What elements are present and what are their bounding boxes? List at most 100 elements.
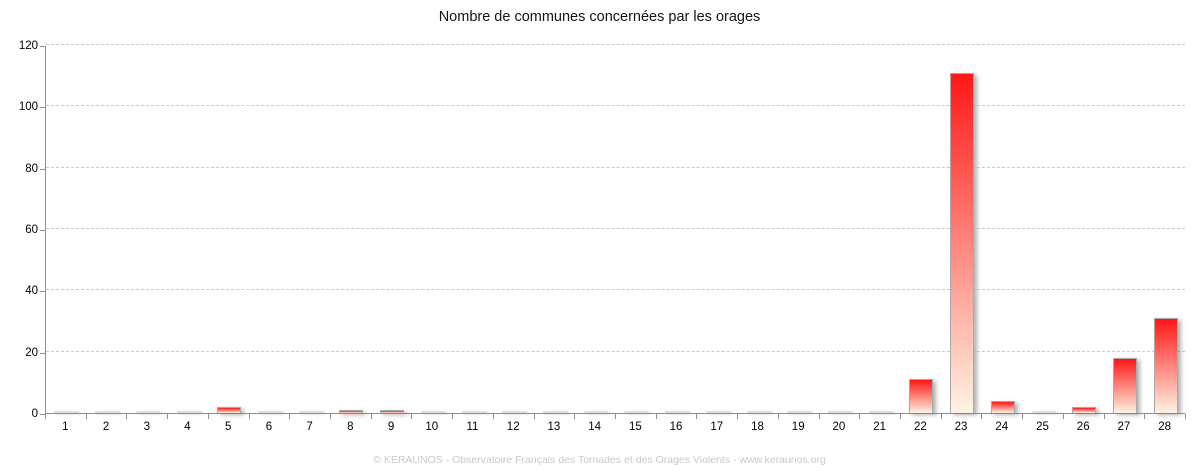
bar-day-11 [461, 411, 486, 413]
x-axis-tick [818, 414, 820, 419]
gridline-y-60 [46, 228, 1185, 229]
x-axis-label: 21 [873, 421, 887, 433]
gridline-y-20 [46, 350, 1185, 352]
x-axis-tick [1103, 414, 1105, 419]
bar-day-20 [827, 411, 852, 413]
x-axis-tick [1144, 414, 1146, 419]
x-axis-tick [289, 414, 291, 419]
y-axis-label: 0 [31, 408, 38, 420]
bar-day-14 [583, 411, 608, 413]
bar-day-25 [1031, 411, 1056, 413]
plot-area [45, 44, 1185, 414]
bar-day-4 [176, 411, 201, 413]
x-axis-tick [1185, 414, 1186, 419]
bar-day-5 [217, 406, 242, 413]
bar-day-27 [1112, 357, 1137, 413]
bar-day-2 [95, 411, 120, 413]
x-axis-tick [900, 414, 901, 419]
x-axis-label: 5 [224, 421, 232, 433]
x-axis-tick [696, 414, 698, 419]
y-axis-tick [40, 414, 45, 415]
y-axis-tick [40, 168, 45, 170]
bar-day-17 [705, 411, 730, 413]
x-axis-tick [1022, 414, 1024, 419]
x-axis-label: 27 [1117, 421, 1131, 433]
x-axis-tick [85, 414, 87, 419]
x-axis-label: 15 [628, 421, 642, 433]
x-axis-label: 11 [466, 421, 479, 433]
x-axis-tick [533, 414, 535, 419]
x-axis-label: 13 [547, 421, 561, 433]
x-axis-tick [411, 414, 413, 419]
x-axis-label: 23 [954, 421, 968, 433]
x-axis-label: 26 [1076, 421, 1090, 433]
y-axis-label: 120 [18, 40, 38, 52]
x-axis-tick [777, 414, 779, 419]
bar-day-1 [54, 411, 79, 413]
bar-day-19 [787, 411, 812, 413]
x-axis-label: 10 [425, 421, 439, 433]
x-axis-label: 25 [1036, 421, 1049, 433]
x-axis-label: 6 [265, 421, 273, 433]
x-axis-label: 4 [184, 421, 191, 433]
x-axis-label: 9 [387, 421, 395, 433]
bar-day-7 [298, 411, 323, 413]
bar-day-23 [950, 72, 975, 413]
bar-day-15 [624, 411, 649, 413]
x-axis-label: 14 [588, 421, 602, 433]
x-axis-label: 16 [669, 421, 683, 433]
x-axis-tick [207, 414, 209, 419]
bar-day-6 [257, 411, 282, 413]
y-axis-tick [40, 352, 45, 354]
bar-day-16 [665, 411, 690, 413]
gridline-y-100 [46, 105, 1185, 107]
x-axis-tick [940, 414, 942, 419]
chart-title: Nombre de communes concernées par les or… [438, 9, 761, 25]
x-axis-tick [452, 414, 454, 419]
bar-day-9 [380, 409, 405, 413]
x-axis-label: 2 [102, 421, 110, 433]
x-axis-tick [248, 414, 250, 419]
x-axis-tick [126, 414, 128, 419]
bar-day-22 [909, 379, 934, 413]
y-axis-label: 100 [18, 101, 38, 114]
bar-day-13 [542, 411, 567, 413]
gridline-y-80 [46, 166, 1185, 168]
x-axis-label: 28 [1158, 421, 1172, 433]
x-axis-tick [655, 414, 657, 419]
x-axis-label: 18 [751, 421, 764, 433]
bar-day-24 [990, 400, 1015, 413]
x-axis-tick [167, 414, 169, 419]
x-axis-tick [574, 414, 576, 419]
x-axis-tick [492, 414, 494, 419]
bar-day-18 [746, 411, 771, 413]
y-axis-tick [40, 291, 45, 293]
x-axis-tick [45, 414, 46, 419]
x-axis-tick [615, 414, 616, 419]
bar-day-21 [868, 411, 893, 413]
x-axis-tick [1062, 414, 1064, 419]
x-axis-label: 12 [506, 421, 520, 433]
bar-day-26 [1072, 406, 1097, 413]
x-axis-tick [330, 414, 331, 419]
x-axis-label: 24 [995, 421, 1009, 433]
bar-day-8 [339, 409, 364, 413]
y-axis-tick [40, 46, 45, 47]
y-axis-label: 20 [25, 346, 38, 359]
x-axis-tick [737, 414, 739, 419]
x-axis-label: 19 [791, 421, 805, 433]
x-axis-label: 3 [143, 421, 150, 433]
y-axis-label: 60 [25, 224, 38, 236]
x-axis-label: 7 [306, 421, 313, 433]
gridline-y-120 [46, 44, 1185, 45]
x-axis-tick [981, 414, 983, 419]
y-axis-label: 40 [25, 285, 38, 298]
x-axis-label: 20 [832, 421, 846, 433]
y-axis-label: 80 [25, 162, 38, 175]
chart-credit: © KERAUNOS - Observatoire Français des T… [373, 454, 826, 466]
x-axis-label: 1 [62, 421, 69, 433]
x-axis-label: 8 [347, 421, 354, 433]
x-axis-label: 17 [710, 421, 724, 433]
gridline-y-40 [46, 289, 1185, 291]
